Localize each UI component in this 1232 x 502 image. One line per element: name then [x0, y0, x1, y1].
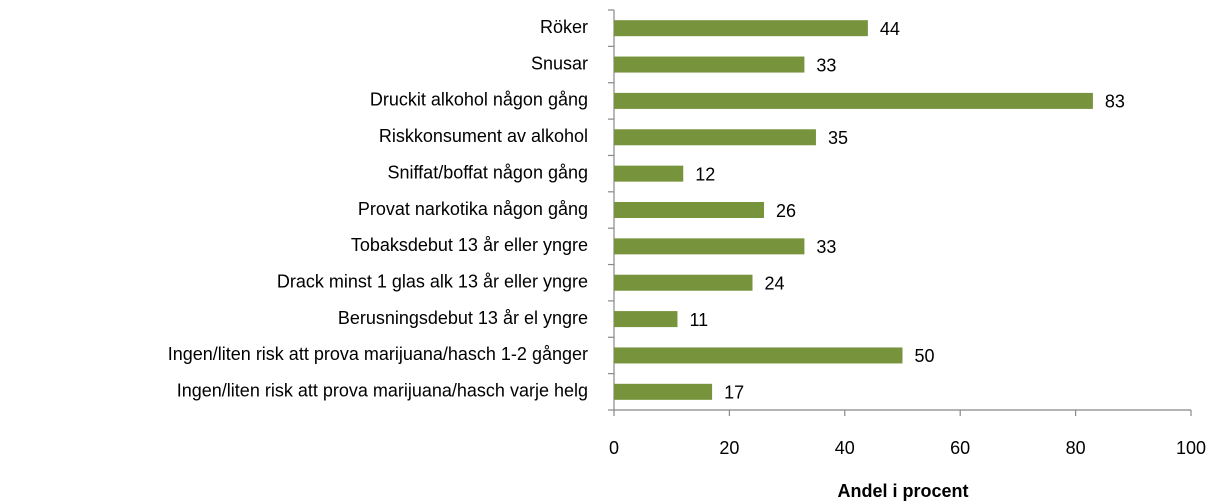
- data-label: 44: [880, 19, 900, 39]
- data-label: 35: [828, 128, 848, 148]
- bar: [614, 383, 713, 400]
- x-tick-label: 0: [609, 438, 619, 458]
- bar: [614, 274, 753, 291]
- x-tick-label: 60: [950, 438, 970, 458]
- data-label: 17: [724, 383, 744, 403]
- y-tick-label: Sniffat/boffat någon gång: [387, 162, 588, 182]
- y-tick-label: Ingen/liten risk att prova marijuana/has…: [177, 381, 588, 401]
- data-label: 33: [816, 237, 836, 257]
- y-tick-label: Berusningsdebut 13 år el yngre: [338, 308, 588, 328]
- bar: [614, 347, 903, 364]
- y-tick-label: Ingen/liten risk att prova marijuana/has…: [168, 344, 588, 364]
- y-tick-label: Röker: [540, 17, 588, 37]
- x-axis-title: Andel i procent: [837, 481, 968, 501]
- x-tick-label: 20: [719, 438, 739, 458]
- data-label: 33: [816, 55, 836, 75]
- y-tick-label: Provat narkotika någon gång: [358, 199, 588, 219]
- data-label: 83: [1105, 92, 1125, 112]
- data-label: 50: [915, 346, 935, 366]
- y-tick-label: Snusar: [531, 53, 588, 73]
- bar: [614, 238, 805, 255]
- x-tick-label: 100: [1176, 438, 1206, 458]
- bar: [614, 56, 805, 73]
- data-label: 12: [695, 164, 715, 184]
- y-tick-label: Riskkonsument av alkohol: [379, 126, 588, 146]
- y-tick-label: Drack minst 1 glas alk 13 år eller yngre: [277, 271, 588, 291]
- data-label: 11: [689, 310, 708, 330]
- data-label: 26: [776, 201, 796, 221]
- data-label: 24: [764, 273, 784, 293]
- x-tick-label: 80: [1066, 438, 1086, 458]
- bar: [614, 165, 684, 182]
- y-tick-label: Tobaksdebut 13 år eller yngre: [351, 235, 588, 255]
- y-tick-label: Druckit alkohol någon gång: [370, 90, 588, 110]
- bar: [614, 202, 765, 218]
- bar: [614, 311, 678, 328]
- x-tick-label: 40: [835, 438, 855, 458]
- bar: [614, 129, 816, 146]
- bar: [614, 92, 1093, 109]
- bar: [614, 20, 868, 37]
